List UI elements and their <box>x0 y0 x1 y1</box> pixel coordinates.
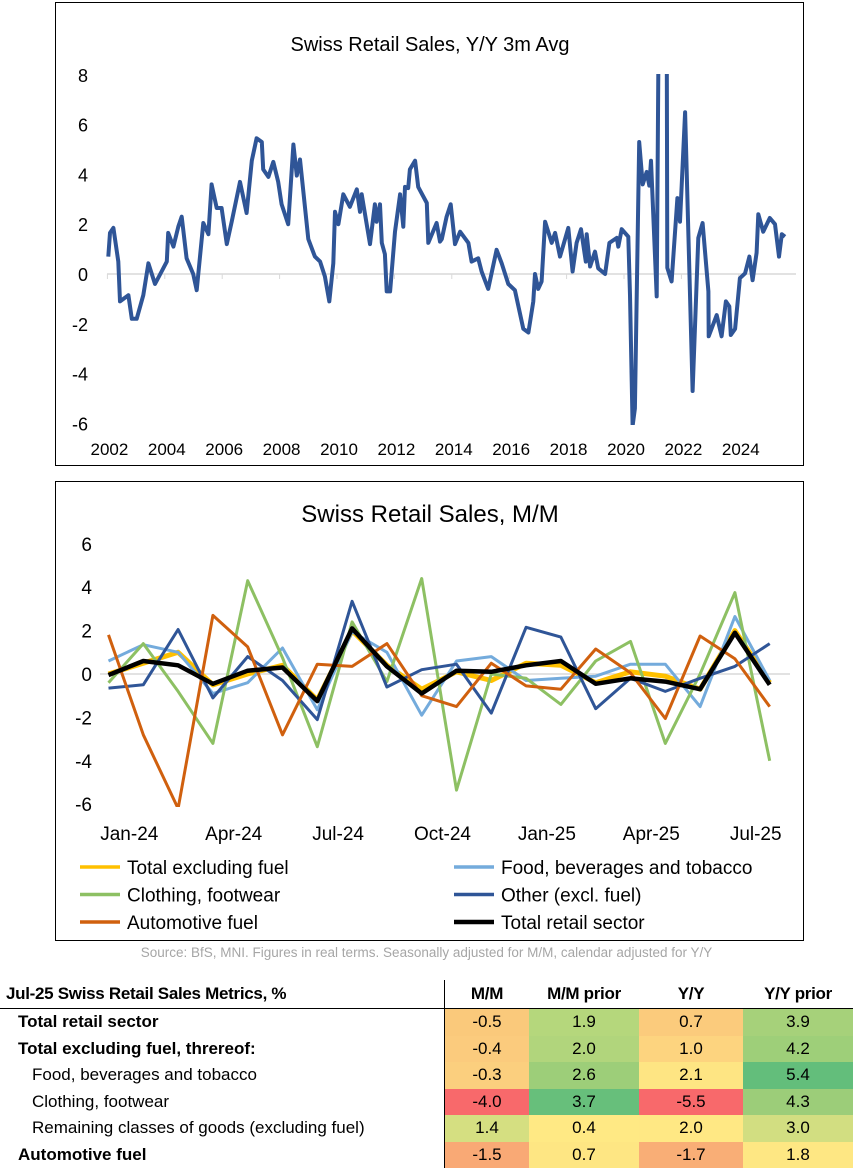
x-tick-label: 2024 <box>722 440 760 459</box>
table-cell: 0.7 <box>529 1141 639 1168</box>
x-tick-label: 2018 <box>550 440 588 459</box>
x-tick-label: 2022 <box>664 440 702 459</box>
x-tick-label: 2002 <box>90 440 128 459</box>
table-row: Total retail sector -0.5 1.9 0.7 3.9 <box>0 1008 853 1036</box>
col-header: M/M prior <box>529 980 639 1009</box>
y-tick-label: -2 <box>75 708 92 729</box>
y-tick-label: -6 <box>75 795 92 816</box>
legend-item: Food, beverages and tobacco <box>454 858 752 879</box>
legend-item: Automotive fuel <box>80 913 258 934</box>
y-tick-label: 2 <box>78 215 88 235</box>
table-cell: 0.4 <box>529 1115 639 1142</box>
legend-item: Clothing, footwear <box>80 886 281 907</box>
x-tick-label: Apr-24 <box>205 824 262 845</box>
col-header: M/M <box>444 980 529 1009</box>
table-cell: 4.2 <box>743 1035 853 1062</box>
metrics-table: Jul-25 Swiss Retail Sales Metrics, % M/M… <box>0 980 853 1168</box>
table-cell: 3.0 <box>743 1115 853 1142</box>
legend-item: Total excluding fuel <box>80 858 289 879</box>
y-tick-label: -2 <box>72 315 88 335</box>
table-cell: 4.3 <box>743 1088 853 1115</box>
x-tick-label: 2012 <box>377 440 415 459</box>
x-tick-label: Jul-24 <box>312 824 364 845</box>
yy-chart: Swiss Retail Sales, Y/Y 3m Avg -6 -4 -2 0 2 4… <box>55 2 804 466</box>
row-label: Total excluding fuel, threreof: <box>0 1035 445 1062</box>
y-tick-label: -6 <box>72 414 88 434</box>
y-tick-label: -4 <box>72 365 88 385</box>
table-cell: -1.7 <box>639 1141 743 1168</box>
table-cell: -0.5 <box>444 1008 529 1036</box>
y-tick-label: 0 <box>78 265 88 285</box>
legend-label: Other (excl. fuel) <box>501 886 641 907</box>
table-row: Remaining classes of goods (excluding fu… <box>0 1115 853 1142</box>
legend-label: Clothing, footwear <box>127 886 281 907</box>
table-cell: 2.6 <box>529 1062 639 1089</box>
table-cell: 1.9 <box>529 1008 639 1036</box>
table-cell: -4.0 <box>444 1088 529 1115</box>
table-cell: -5.5 <box>639 1088 743 1115</box>
y-tick-label: 6 <box>78 116 88 136</box>
x-tick-label: Oct-24 <box>414 824 471 845</box>
table-cell: -1.5 <box>444 1141 529 1168</box>
yy-series-line <box>106 74 787 425</box>
x-tick-label: Jul-25 <box>730 824 782 845</box>
row-label: Remaining classes of goods (excluding fu… <box>0 1115 445 1142</box>
table-cell: 3.7 <box>529 1088 639 1115</box>
x-tick-label: 2016 <box>492 440 530 459</box>
series-line-other-excl-fuel- <box>108 599 771 722</box>
table-cell: -0.3 <box>444 1062 529 1089</box>
table-cell: 1.4 <box>444 1115 529 1142</box>
chart-title: Swiss Retail Sales, M/M <box>301 501 558 528</box>
chart-title: Swiss Retail Sales, Y/Y 3m Avg <box>290 34 569 56</box>
table-row: Automotive fuel -1.5 0.7 -1.7 1.8 <box>0 1141 853 1168</box>
x-tick-label: 2014 <box>435 440 473 459</box>
row-label: Food, beverages and tobacco <box>0 1062 445 1089</box>
table-cell: 2.1 <box>639 1062 743 1089</box>
y-tick-label: 4 <box>81 578 92 599</box>
col-header: Y/Y prior <box>743 980 853 1009</box>
col-header: Y/Y <box>639 980 743 1009</box>
table-row: Total excluding fuel, threreof: -0.4 2.0 1.… <box>0 1035 853 1062</box>
table-cell: -0.4 <box>444 1035 529 1062</box>
y-tick-label: 6 <box>81 535 92 556</box>
legend-item: Total retail sector <box>454 913 645 934</box>
legend-label: Total excluding fuel <box>127 858 289 879</box>
table-cell: 3.9 <box>743 1008 853 1036</box>
table-title: Jul-25 Swiss Retail Sales Metrics, % <box>0 980 445 1009</box>
row-label: Total retail sector <box>0 1008 445 1036</box>
y-tick-label: 8 <box>78 66 88 86</box>
legend-item: Other (excl. fuel) <box>454 886 641 907</box>
mm-chart: Swiss Retail Sales, M/M -6 -4 -2 0 2 4 6 Jan-24… <box>55 481 804 941</box>
x-tick-label: Apr-25 <box>623 824 680 845</box>
table-cell: 1.0 <box>639 1035 743 1062</box>
table-cell: 0.7 <box>639 1008 743 1036</box>
x-tick-label: 2010 <box>320 440 358 459</box>
y-tick-label: 0 <box>81 665 92 686</box>
legend-label: Food, beverages and tobacco <box>501 858 752 879</box>
x-tick-label: Jan-24 <box>100 824 159 845</box>
table-header-row: Jul-25 Swiss Retail Sales Metrics, % M/M… <box>0 980 853 1009</box>
y-tick-label: 4 <box>78 165 88 185</box>
source-note: Source: BfS, MNI. Figures in real terms.… <box>140 945 713 960</box>
series-line-automotive-fuel <box>107 613 771 807</box>
series-line-total-retail-sector <box>107 626 772 704</box>
y-tick-label: -4 <box>75 752 92 773</box>
table-cell: 2.0 <box>639 1115 743 1142</box>
x-tick-label: 2006 <box>205 440 243 459</box>
row-label: Clothing, footwear <box>0 1088 445 1115</box>
table-cell: 2.0 <box>529 1035 639 1062</box>
x-tick-label: Jan-25 <box>518 824 576 845</box>
legend-label: Automotive fuel <box>127 913 258 934</box>
table-cell: 5.4 <box>743 1062 853 1089</box>
x-tick-label: 2020 <box>607 440 645 459</box>
x-tick-label: 2008 <box>263 440 301 459</box>
x-tick-label: 2004 <box>148 440 186 459</box>
table-row: Food, beverages and tobacco -0.3 2.6 2.1 5.4 <box>0 1062 853 1089</box>
y-tick-label: 2 <box>81 622 92 643</box>
table-cell: 1.8 <box>743 1141 853 1168</box>
row-label: Automotive fuel <box>0 1141 445 1168</box>
legend-label: Total retail sector <box>501 913 645 934</box>
chart-frame <box>55 481 804 941</box>
table-row: Clothing, footwear -4.0 3.7 -5.5 4.3 <box>0 1088 853 1115</box>
